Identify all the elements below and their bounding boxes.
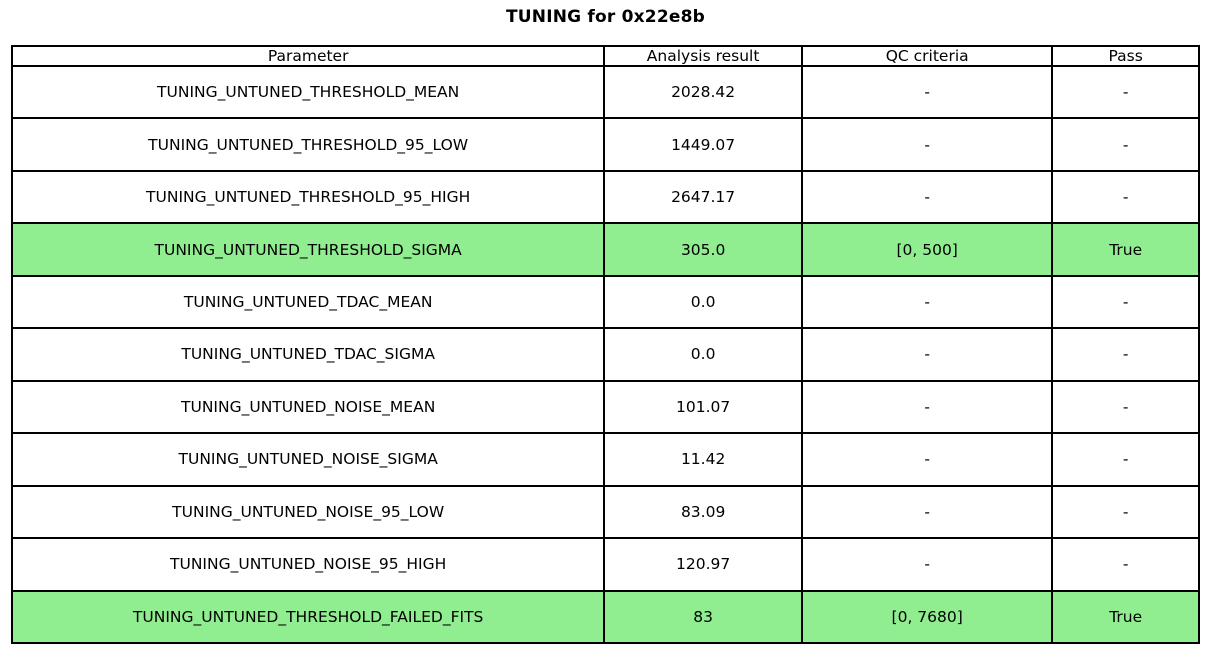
column-header-analysis-result: Analysis result: [603, 45, 803, 67]
page-title: TUNING for 0x22e8b: [505, 7, 705, 27]
analysis-result-cell: 83: [603, 589, 803, 645]
table-row: TUNING_UNTUNED_NOISE_95_HIGH 120.97- -: [10, 537, 1200, 592]
qc-table-body: TUNING_UNTUNED_THRESHOLD_MEAN 2028.42- - TU…: [10, 64, 1200, 645]
pass-cell: -: [1051, 169, 1200, 225]
parameter-cell: TUNING_UNTUNED_THRESHOLD_FAILED_FITS: [10, 589, 606, 645]
table-row: TUNING_UNTUNED_NOISE_SIGMA 11.42- -: [10, 432, 1200, 487]
parameter-cell: TUNING_UNTUNED_NOISE_95_HIGH: [10, 537, 606, 592]
analysis-result-cell: 0.0: [603, 327, 803, 382]
pass-cell: -: [1051, 117, 1200, 172]
pass-cell: -: [1051, 484, 1200, 540]
parameter-cell: TUNING_UNTUNED_THRESHOLD_SIGMA: [10, 222, 606, 277]
qc-criteria-cell: [0, 7680]: [800, 589, 1054, 645]
qc-criteria-cell: -: [800, 274, 1054, 330]
column-header-parameter: Parameter: [10, 45, 606, 67]
pass-cell: True: [1051, 589, 1200, 645]
analysis-result-cell: 11.42: [603, 432, 803, 487]
table-row: TUNING_UNTUNED_THRESHOLD_95_LOW 1449.07- -: [10, 117, 1200, 172]
analysis-result-cell: 101.07: [603, 379, 803, 435]
qc-criteria-cell: -: [800, 484, 1054, 540]
qc-criteria-cell: -: [800, 64, 1054, 120]
qc-criteria-cell: [0, 500]: [800, 222, 1054, 277]
qc-criteria-cell: -: [800, 169, 1054, 225]
table-row: TUNING_UNTUNED_THRESHOLD_MEAN 2028.42- -: [10, 64, 1200, 120]
analysis-result-cell: 1449.07: [603, 117, 803, 172]
parameter-cell: TUNING_UNTUNED_NOISE_95_LOW: [10, 484, 606, 540]
analysis-result-cell: 83.09: [603, 484, 803, 540]
table-row: TUNING_UNTUNED_NOISE_MEAN 101.07- -: [10, 379, 1200, 435]
qc-criteria-cell: -: [800, 537, 1054, 592]
table-row: TUNING_UNTUNED_NOISE_95_LOW 83.09- -: [10, 484, 1200, 540]
analysis-result-cell: 120.97: [603, 537, 803, 592]
analysis-result-cell: 2647.17: [603, 169, 803, 225]
pass-cell: -: [1051, 327, 1200, 382]
table-header-row: Parameter Analysis result QC criteria Pa…: [10, 45, 1200, 67]
qc-results-table: Parameter Analysis result QC criteria Pa…: [10, 45, 1200, 645]
parameter-cell: TUNING_UNTUNED_THRESHOLD_MEAN: [10, 64, 606, 120]
pass-cell: -: [1051, 274, 1200, 330]
pass-cell: -: [1051, 64, 1200, 120]
parameter-cell: TUNING_UNTUNED_THRESHOLD_95_HIGH: [10, 169, 606, 225]
qc-criteria-cell: -: [800, 432, 1054, 487]
parameter-cell: TUNING_UNTUNED_NOISE_MEAN: [10, 379, 606, 435]
column-header-qc-criteria: QC criteria: [800, 45, 1054, 67]
parameter-cell: TUNING_UNTUNED_TDAC_SIGMA: [10, 327, 606, 382]
parameter-cell: TUNING_UNTUNED_THRESHOLD_95_LOW: [10, 117, 606, 172]
parameter-cell: TUNING_UNTUNED_TDAC_MEAN: [10, 274, 606, 330]
analysis-result-cell: 2028.42: [603, 64, 803, 120]
qc-criteria-cell: -: [800, 379, 1054, 435]
analysis-result-cell: 305.0: [603, 222, 803, 277]
column-header-pass: Pass: [1051, 45, 1200, 67]
qc-criteria-cell: -: [800, 327, 1054, 382]
pass-cell: -: [1051, 379, 1200, 435]
table-row: TUNING_UNTUNED_TDAC_MEAN 0.0- -: [10, 274, 1200, 330]
table-row: TUNING_UNTUNED_THRESHOLD_FAILED_FITS 83 [0…: [10, 589, 1200, 645]
table-row: TUNING_UNTUNED_THRESHOLD_SIGMA 305.0 [0, 5…: [10, 222, 1200, 277]
analysis-result-cell: 0.0: [603, 274, 803, 330]
pass-cell: -: [1051, 432, 1200, 487]
pass-cell: True: [1051, 222, 1200, 277]
table-row: TUNING_UNTUNED_TDAC_SIGMA 0.0- -: [10, 327, 1200, 382]
table-row: TUNING_UNTUNED_THRESHOLD_95_HIGH 2647.17-…: [10, 169, 1200, 225]
parameter-cell: TUNING_UNTUNED_NOISE_SIGMA: [10, 432, 606, 487]
qc-criteria-cell: -: [800, 117, 1054, 172]
pass-cell: -: [1051, 537, 1200, 592]
